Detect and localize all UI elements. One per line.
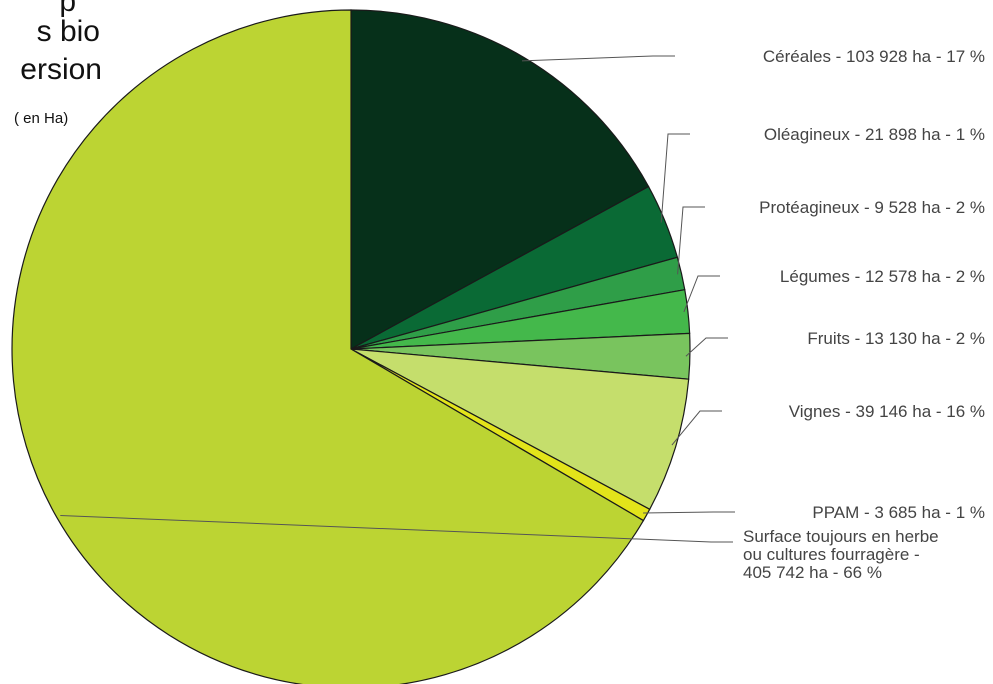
slice-labels: Céréales - 103 928 ha - 17 % Oléagineux -… bbox=[743, 47, 985, 582]
leader-line-5 bbox=[671, 410, 722, 446]
leader-line-2 bbox=[677, 206, 705, 275]
pie-slice-7 bbox=[11, 9, 645, 684]
pie-slices bbox=[11, 9, 691, 684]
pie-slice-0 bbox=[350, 9, 650, 351]
slice-label-line-2: 405 742 ha - 66 % bbox=[743, 563, 882, 582]
unit-label: ( en Ha) bbox=[14, 110, 69, 127]
leader-line-0 bbox=[521, 55, 675, 62]
slice-label-4: Fruits - 13 130 ha - 2 % bbox=[807, 329, 985, 348]
slice-label-line-1: ou cultures fourragère - bbox=[743, 545, 920, 564]
title-fragment-line-2: s bio bbox=[36, 15, 100, 48]
slice-label-3: Légumes - 12 578 ha - 2 % bbox=[780, 267, 985, 286]
slice-label-1: Oléagineux - 21 898 ha - 1 % bbox=[764, 125, 985, 144]
title-fragment-line-3: ersion bbox=[20, 53, 102, 86]
pie-slice-5 bbox=[350, 348, 690, 511]
slice-label-0: Céréales - 103 928 ha - 17 % bbox=[763, 47, 985, 66]
leader-line-3 bbox=[683, 275, 720, 313]
leader-line-4 bbox=[685, 337, 728, 357]
slice-label-7: Surface toujours en herbe ou cultures fou… bbox=[743, 527, 939, 582]
slice-label-6: PPAM - 3 685 ha - 1 % bbox=[812, 503, 985, 522]
leader-line-7 bbox=[60, 515, 733, 543]
leader-line-6 bbox=[643, 511, 735, 514]
leader-line-1 bbox=[660, 133, 690, 223]
title-fragment-line-1: p bbox=[59, 0, 76, 18]
slice-label-line-0: Surface toujours en herbe bbox=[743, 527, 939, 546]
slice-label-2: Protéagineux - 9 528 ha - 2 % bbox=[759, 198, 985, 217]
slice-label-5: Vignes - 39 146 ha - 16 % bbox=[789, 402, 985, 421]
leader-lines bbox=[60, 55, 735, 543]
